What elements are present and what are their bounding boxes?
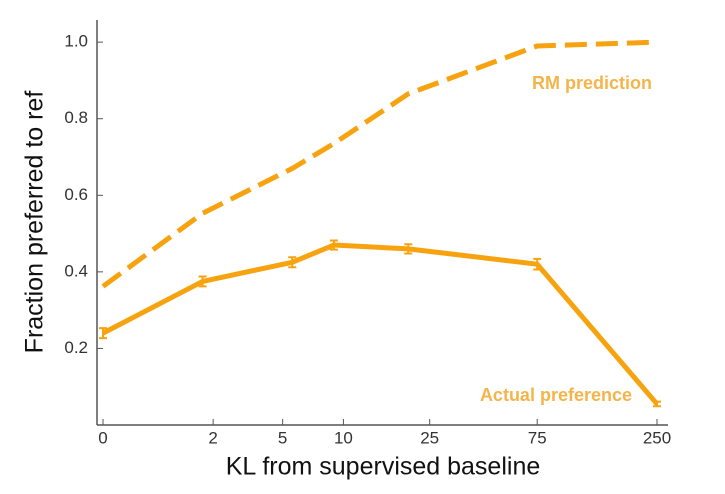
error-bar bbox=[653, 400, 661, 408]
y-tick-label: 0.2 bbox=[64, 338, 88, 357]
x-tick-label: 75 bbox=[528, 428, 547, 447]
x-tick-label: 2 bbox=[208, 428, 217, 447]
x-tick-label: 5 bbox=[278, 428, 287, 447]
y-tick-label: 0.4 bbox=[64, 261, 88, 280]
y-axis-label: Fraction preferred to ref bbox=[21, 91, 49, 354]
x-axis-label: KL from supervised baseline bbox=[226, 453, 541, 481]
x-tick-label: 25 bbox=[420, 428, 439, 447]
error-bar bbox=[404, 243, 413, 255]
error-bar bbox=[99, 327, 107, 340]
y-tick-label: 0.8 bbox=[64, 108, 88, 127]
x-tick-label: 0 bbox=[98, 428, 107, 447]
x-tick-label: 250 bbox=[643, 428, 671, 447]
y-tick-label: 0.6 bbox=[64, 185, 88, 204]
series-annotation: Actual preference bbox=[480, 385, 632, 405]
series-line bbox=[101, 39, 658, 289]
error-bar bbox=[329, 239, 338, 251]
error-bar bbox=[533, 257, 542, 271]
error-bar bbox=[288, 256, 297, 269]
series-annotation: RM prediction bbox=[532, 73, 652, 93]
y-tick-label: 1.0 bbox=[64, 32, 88, 51]
x-tick-label: 10 bbox=[334, 428, 353, 447]
series-line bbox=[101, 242, 659, 406]
error-bar bbox=[198, 275, 207, 288]
